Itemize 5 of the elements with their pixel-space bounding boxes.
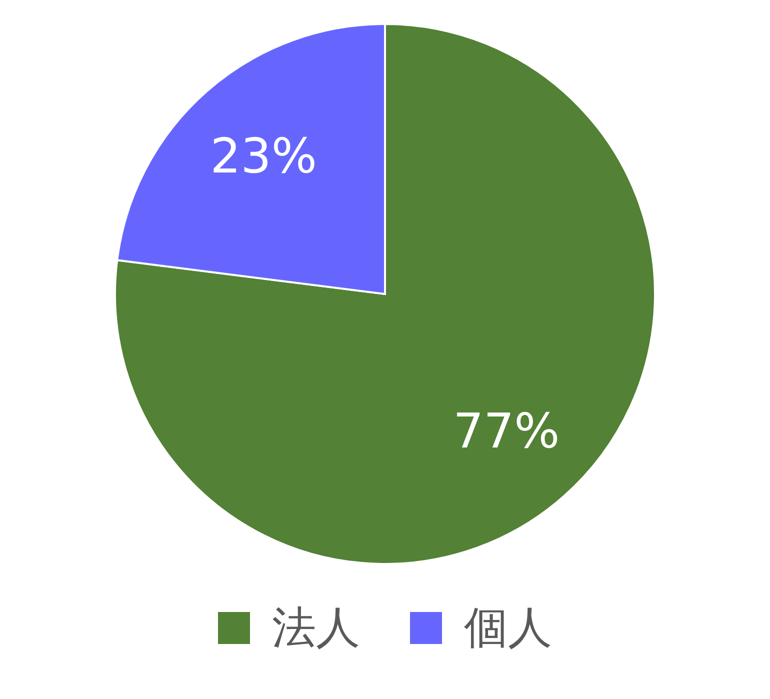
data-label: 23% [210,128,317,184]
legend-label: 個人 [464,602,552,654]
pie-slice [114,23,656,565]
data-label: 77% [453,404,560,460]
legend-label: 法人 [272,602,360,654]
